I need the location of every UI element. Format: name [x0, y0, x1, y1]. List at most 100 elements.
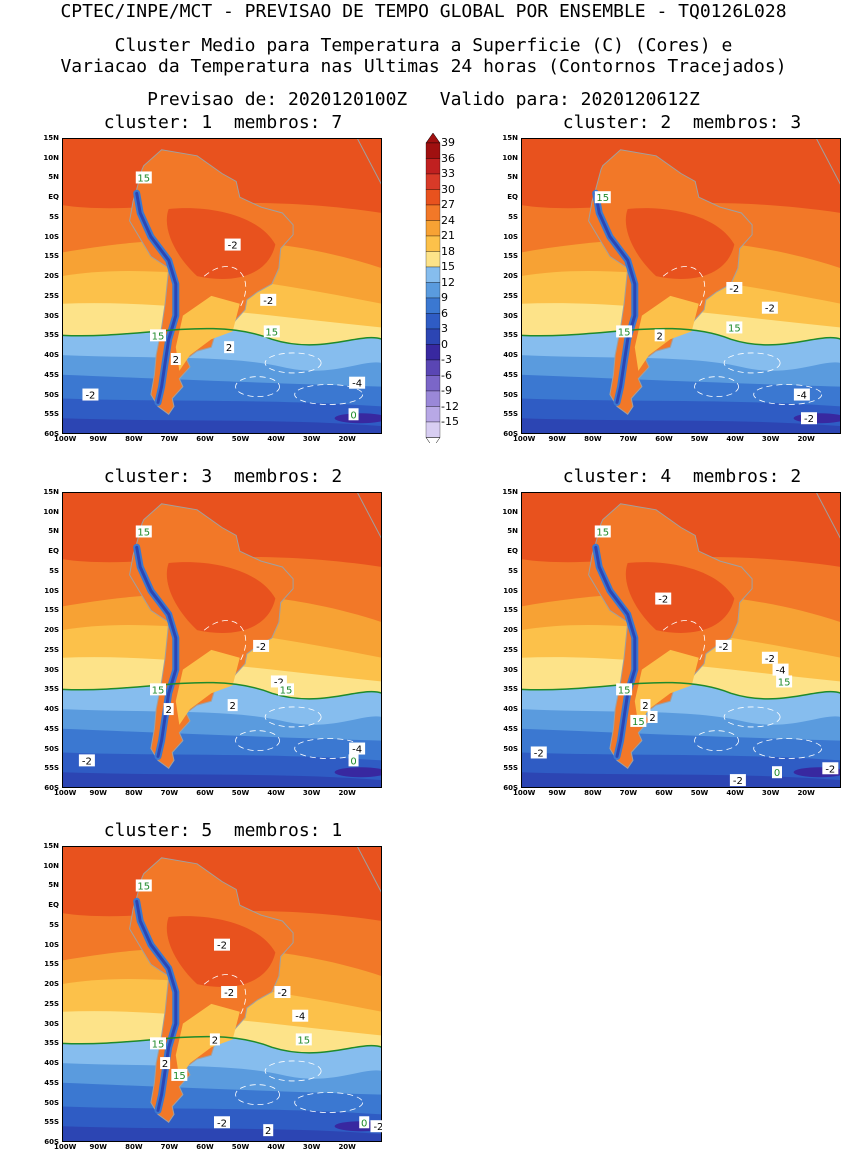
contour-label-bg: [772, 766, 782, 779]
contour-label-bg: [260, 293, 277, 306]
lon-tick-label: 50W: [690, 789, 709, 797]
lon-tick-label: 90W: [89, 1143, 108, 1151]
colorbar-label: -3: [441, 353, 452, 366]
change-contour: [694, 376, 739, 398]
change-contour: [235, 730, 280, 752]
map-panel-1: 15 -2 -2 15 2 15 2 -2 -4 0: [62, 138, 382, 434]
lon-tick-label: 70W: [160, 1143, 179, 1151]
contour-label-bg: [647, 710, 658, 723]
southern-cone: [175, 1003, 240, 1079]
lon-tick-label: 30W: [761, 435, 780, 443]
lon-tick-label: 100W: [54, 789, 77, 797]
hot-interior: [166, 208, 276, 279]
contour-label: -2: [256, 642, 266, 653]
andes-core: [594, 545, 637, 758]
contour-label-bg: [214, 938, 230, 951]
lon-tick-label: 60W: [196, 1143, 214, 1151]
andes-core: [135, 899, 178, 1112]
contour-label: 15: [137, 527, 150, 538]
lon-tick-label: 60W: [196, 435, 214, 443]
lon-tick-label: 40W: [267, 789, 285, 797]
lon-tick-label: 80W: [584, 435, 602, 443]
contour-label: 15: [618, 685, 631, 696]
colorbar-label: 27: [441, 198, 455, 211]
lon-tick-label: 70W: [160, 435, 179, 443]
southern-cone: [634, 295, 699, 371]
colorbar-label: 33: [441, 167, 455, 180]
lon-tick-label: 80W: [125, 435, 143, 443]
lat-tick-label: 5S: [49, 212, 59, 221]
lat-tick-label: 5S: [508, 212, 518, 221]
contour-label: -2: [217, 1118, 227, 1129]
lat-tick-label: 15S: [44, 960, 59, 969]
lat-tick-label: 15N: [43, 842, 59, 850]
panel-3-title: cluster: 3 membros: 2: [103, 466, 343, 487]
colorbar-label: 30: [441, 182, 455, 196]
southern-cone: [175, 649, 240, 725]
lat-tick-label: 55S: [44, 764, 59, 773]
contour-label: 15: [152, 1039, 165, 1050]
colorbar-segment: [425, 313, 441, 330]
lat-tick-label: 50S: [503, 744, 518, 753]
contour-label: 0: [350, 410, 356, 421]
lon-tick-label: 80W: [584, 789, 602, 797]
colorbar-segment: [425, 359, 441, 376]
contour-label-bg: [82, 388, 99, 401]
colorbar-label: 3: [441, 322, 448, 335]
change-contour: [662, 266, 705, 308]
lat-tick-label: 5N: [48, 173, 59, 182]
lon-tick-label: 40W: [726, 789, 744, 797]
colorbar-label: 9: [441, 291, 448, 304]
panel-2-title: cluster: 2 membros: 3: [562, 112, 802, 133]
lon-tick-label: 50W: [231, 789, 250, 797]
lat-tick-label: EQ: [48, 193, 59, 202]
contour-label-bg: [78, 754, 95, 767]
lon-tick-label: 40W: [267, 1143, 285, 1151]
lon-tick-label: 60W: [655, 789, 673, 797]
lat-tick-label: 35S: [44, 1039, 59, 1048]
header-line-3: Variacao da Temperatura nas Ultimas 24 h…: [60, 56, 787, 77]
lat-tick-label: 60S: [44, 430, 59, 438]
contour-label: 15: [280, 685, 293, 696]
contour-label-bg: [171, 1068, 188, 1081]
contour-label-bg: [224, 238, 241, 251]
andes-core: [594, 191, 637, 404]
contour-label-bg: [170, 353, 181, 366]
africa-coast: [356, 138, 382, 186]
colorbar-bottom-arrow: [425, 437, 441, 443]
lat-tick-label: 5N: [48, 881, 59, 890]
contour-label: -4: [295, 1012, 305, 1023]
contour-label-bg: [263, 1124, 274, 1137]
africa-coast: [815, 492, 841, 540]
colorbar: [425, 133, 441, 443]
lat-tick-label: 15N: [43, 488, 59, 496]
lon-tick-label: 70W: [619, 789, 638, 797]
contour-label-bg: [772, 663, 789, 676]
colorbar-label: -12: [441, 399, 459, 413]
africa-coast: [356, 492, 382, 540]
contour-label: 15: [728, 323, 741, 334]
contour-label-bg: [726, 321, 743, 334]
lon-tick-label: 30W: [302, 435, 321, 443]
contour-label: 15: [632, 717, 645, 728]
contour-label-bg: [349, 742, 366, 755]
contour-label: 2: [162, 1059, 168, 1070]
lon-tick-label: 100W: [513, 789, 536, 797]
lat-tick-label: 10N: [43, 861, 59, 870]
change-contour: [294, 1092, 364, 1113]
lat-tick-label: 35S: [503, 685, 518, 694]
lat-tick-label: 55S: [503, 764, 518, 773]
contour-label: 15: [173, 1071, 186, 1082]
contour-label-bg: [594, 525, 611, 538]
colorbar-label: 12: [441, 275, 455, 289]
lon-tick-label: 60W: [196, 789, 214, 797]
lat-tick-label: 15S: [503, 606, 518, 615]
lon-tick-label: 100W: [513, 435, 536, 443]
contour-label: -2: [719, 642, 729, 653]
contour-label: -2: [82, 756, 92, 767]
lat-tick-label: 40S: [44, 1059, 59, 1068]
lat-tick-label: 35S: [44, 685, 59, 694]
contour-label: 15: [596, 193, 609, 204]
colorbar-segment: [425, 344, 441, 361]
colorbar-segment: [425, 421, 441, 438]
